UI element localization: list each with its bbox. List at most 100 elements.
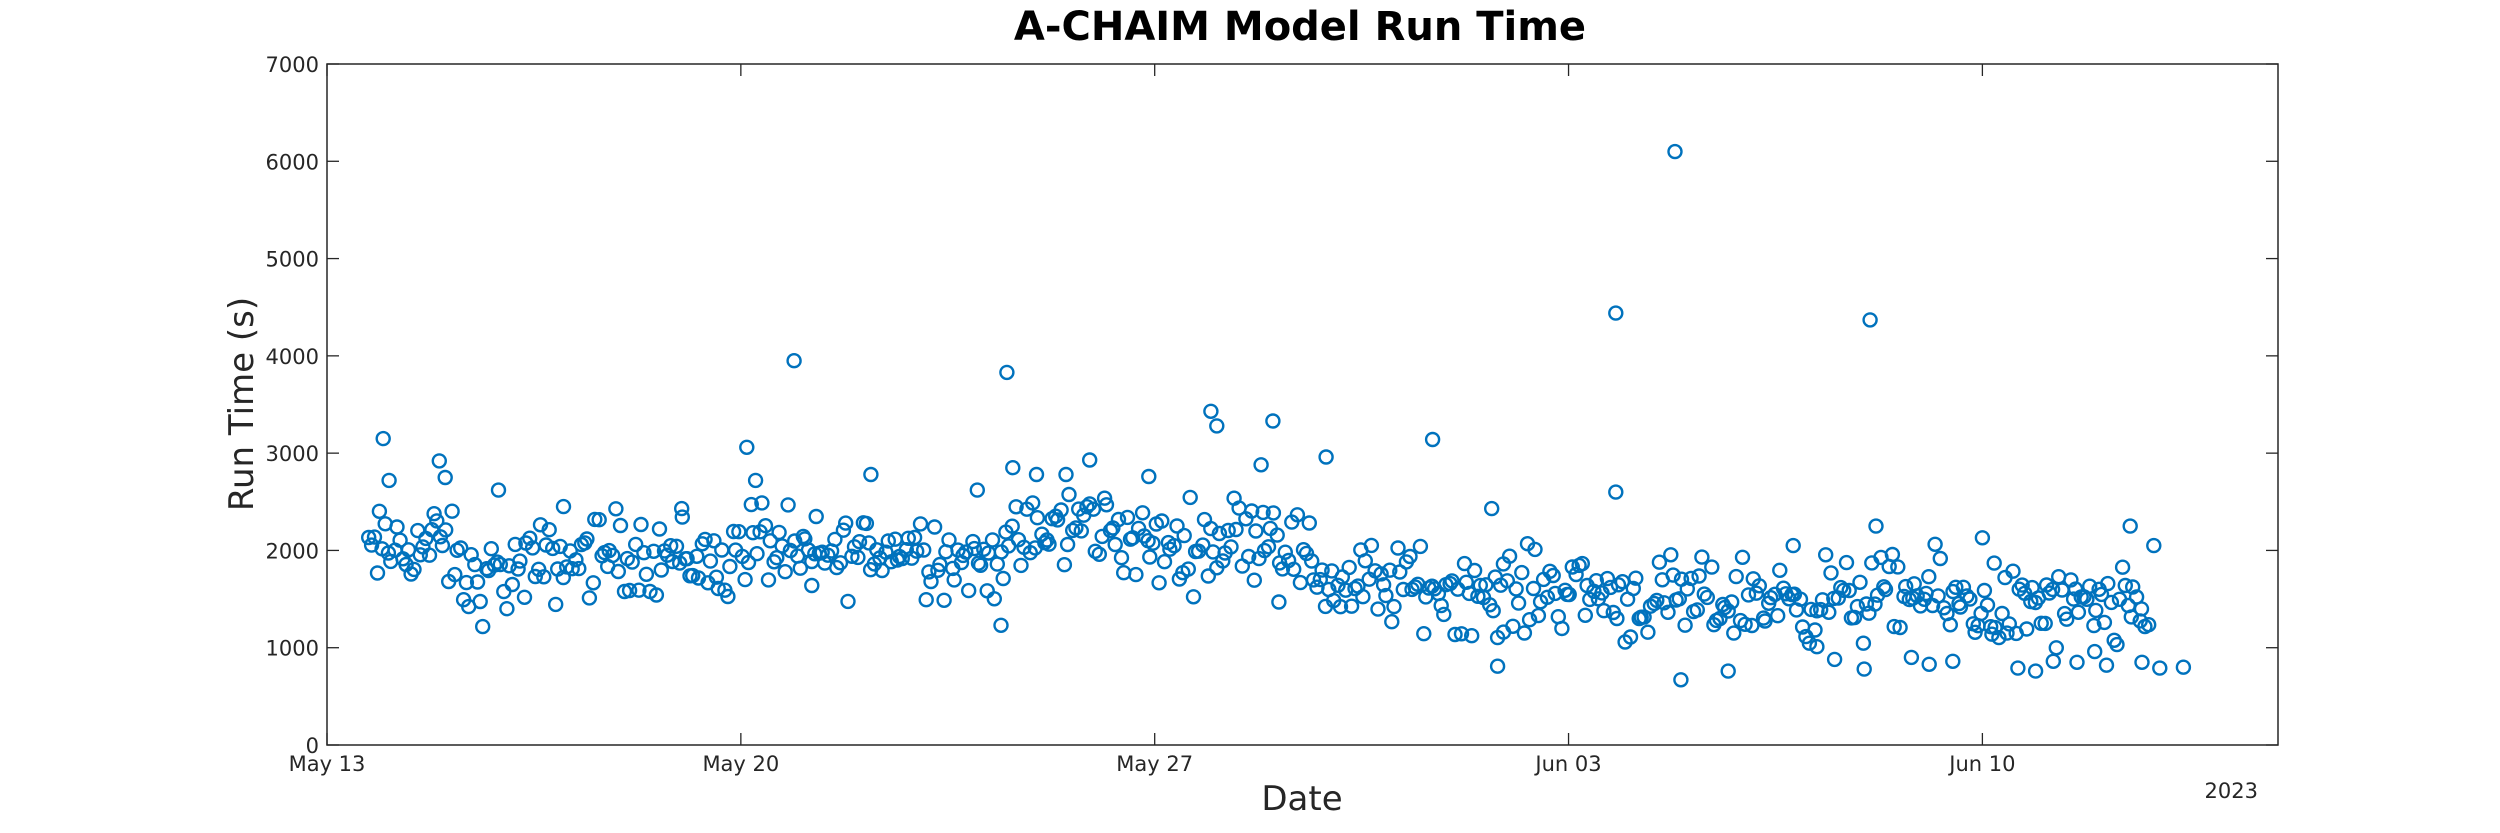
data-point <box>1867 596 1883 612</box>
data-point <box>1609 610 1625 627</box>
data-point <box>1303 553 1320 569</box>
data-point <box>612 517 629 534</box>
data-point <box>2044 581 2061 598</box>
data-point <box>438 522 454 538</box>
data-point <box>648 587 665 603</box>
data-point <box>1942 617 1959 633</box>
x-tick-label: Jun 03 <box>1533 752 1601 776</box>
data-point <box>1314 562 1330 578</box>
data-point <box>2018 621 2035 637</box>
data-point <box>1841 582 1857 599</box>
data-point <box>516 589 533 605</box>
data-point-outlier <box>1271 594 1287 610</box>
data-point <box>2140 617 2157 633</box>
data-point <box>1305 572 1322 588</box>
data-point <box>2037 615 2053 632</box>
data-point <box>1545 567 1561 584</box>
data-point <box>1182 489 1198 506</box>
data-point <box>1846 609 1863 626</box>
data-point <box>2088 602 2104 619</box>
data-point <box>527 568 543 585</box>
data-point <box>955 547 971 564</box>
data-point-outlier <box>1608 305 1624 321</box>
data-point <box>1959 588 1975 604</box>
data-point <box>429 513 445 529</box>
data-point-outlier <box>437 469 453 486</box>
data-point <box>1156 554 1173 570</box>
data-point <box>869 542 885 558</box>
x-tick-label: May 20 <box>702 752 779 776</box>
data-point <box>1363 537 1380 554</box>
data-point <box>1694 549 1710 565</box>
data-point <box>1744 617 1760 634</box>
data-point <box>1554 620 1570 637</box>
data-point <box>472 593 488 610</box>
data-point <box>1588 573 1605 589</box>
data-point <box>2124 579 2141 595</box>
data-point <box>1029 510 1046 526</box>
data-point <box>1596 603 1612 619</box>
data-point <box>1073 523 1090 539</box>
data-point <box>1646 595 1662 612</box>
data-point <box>1877 581 1894 598</box>
data-point <box>1689 602 1706 618</box>
data-point <box>1412 538 1429 555</box>
data-point <box>447 566 463 583</box>
data-point <box>708 569 725 585</box>
data-point-outlier <box>555 498 572 515</box>
data-point <box>1835 582 1852 598</box>
data-point <box>392 532 408 548</box>
data-point <box>710 580 726 597</box>
x-tick-label: May 27 <box>1116 752 1193 776</box>
data-point <box>1243 503 1260 519</box>
data-point <box>1064 522 1081 539</box>
data-point-outlier <box>1203 403 1219 419</box>
data-point-outlier <box>381 472 397 489</box>
data-point <box>1564 559 1581 575</box>
data-point <box>1807 622 1823 638</box>
data-point <box>483 541 499 557</box>
data-point <box>1932 550 1949 567</box>
data-point <box>1599 570 1616 587</box>
data-point <box>1663 547 1679 563</box>
data-point <box>1185 589 1202 605</box>
data-point <box>536 569 552 585</box>
data-point-outlier <box>1489 658 1506 674</box>
data-point <box>1677 617 1693 633</box>
data-point <box>1948 579 1964 595</box>
data-point <box>2058 611 2075 627</box>
data-point-outlier <box>1856 661 1872 677</box>
data-point <box>1527 541 1543 558</box>
data-point <box>1582 591 1598 608</box>
data-point <box>1390 540 1406 556</box>
data-point <box>458 574 475 591</box>
data-point <box>745 525 761 541</box>
data-point <box>1542 563 1558 579</box>
y-tick-label: 5000 <box>266 248 319 272</box>
data-point <box>1952 599 1969 615</box>
data-point <box>832 555 849 571</box>
data-point <box>1375 577 1392 593</box>
y-axis-label: Run Time (s) <box>222 297 262 511</box>
data-point <box>916 542 932 558</box>
data-point <box>777 564 793 580</box>
data-point <box>1501 548 1518 564</box>
data-point <box>1855 635 1872 651</box>
data-point-outlier <box>2010 660 2026 676</box>
data-point <box>780 497 796 513</box>
data-point <box>1930 588 1946 604</box>
data-point-outlier <box>2069 654 2085 670</box>
data-point <box>1762 590 1779 606</box>
data-point <box>900 530 916 546</box>
data-point <box>1927 536 1943 552</box>
data-point <box>1119 509 1136 526</box>
data-point <box>909 543 925 559</box>
data-point <box>792 560 808 576</box>
data-point <box>1622 629 1639 645</box>
data-point <box>579 531 595 547</box>
data-point <box>621 582 638 599</box>
y-tick-label: 6000 <box>266 150 319 174</box>
data-point <box>1539 589 1556 605</box>
data-point <box>1128 566 1144 583</box>
data-point-outlier <box>375 430 391 447</box>
